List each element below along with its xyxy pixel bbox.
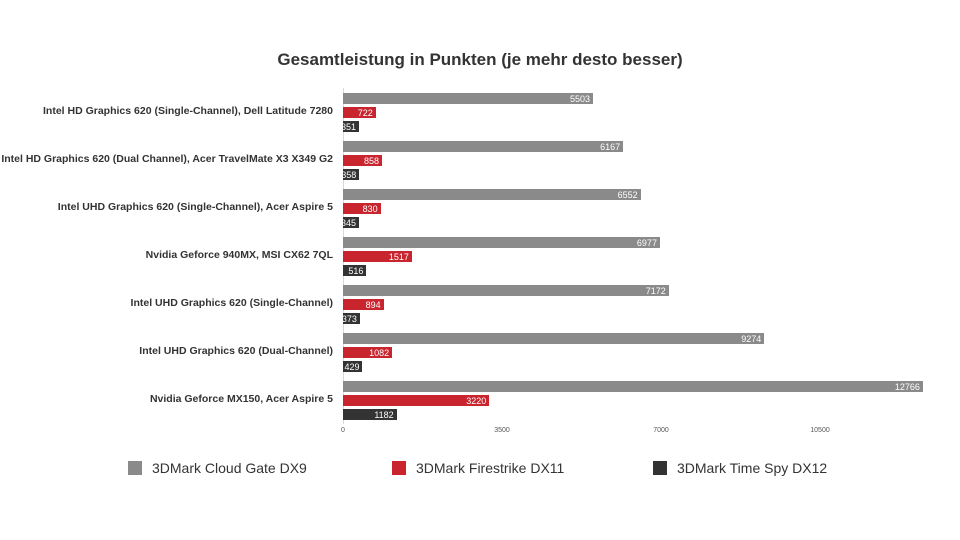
x-tick-label: 10500 [810, 427, 830, 434]
bar-time-spy: 351 [341, 121, 359, 132]
bar-firestrike: 858 [343, 155, 382, 166]
bar-firestrike: 894 [343, 299, 384, 310]
category-group: Intel HD Graphics 620 (Dual Channel), Ac… [0, 136, 960, 184]
bar-firestrike: 1517 [343, 251, 412, 262]
category-group: Intel UHD Graphics 620 (Single-Channel) 7… [0, 280, 960, 328]
category-group: Nvidia Geforce 940MX, MSI CX62 7QL 6977 15… [0, 232, 960, 280]
legend-label: 3DMark Cloud Gate DX9 [152, 460, 307, 476]
legend: 3DMark Cloud Gate DX9 3DMark Firestrike D… [0, 460, 960, 480]
bar-time-spy: 345 [341, 217, 359, 228]
legend-item: 3DMark Cloud Gate DX9 [128, 460, 307, 476]
category-group: Intel UHD Graphics 620 (Dual-Channel) 927… [0, 328, 960, 376]
bar-cloud-gate: 7172 [343, 285, 669, 296]
bar-firestrike: 722 [343, 107, 376, 118]
bar-cloud-gate: 6552 [343, 189, 641, 200]
legend-item: 3DMark Time Spy DX12 [653, 460, 827, 476]
category-group: Intel UHD Graphics 620 (Single-Channel),… [0, 184, 960, 232]
legend-swatch-icon [128, 461, 142, 475]
bar-time-spy: 358 [341, 169, 360, 180]
bar-time-spy: 429 [343, 361, 363, 372]
category-label: Nvidia Geforce 940MX, MSI CX62 7QL [145, 249, 333, 261]
bar-cloud-gate: 9274 [343, 333, 765, 344]
category-group: Nvidia Geforce MX150, Acer Aspire 5 12766… [0, 376, 960, 424]
chart-title: Gesamtleistung in Punkten (je mehr desto… [277, 50, 683, 69]
bar-cloud-gate: 5503 [343, 93, 593, 104]
category-label: Intel HD Graphics 620 (Dual Channel), Ac… [1, 153, 333, 165]
category-label: Intel UHD Graphics 620 (Single-Channel),… [57, 201, 333, 213]
legend-label: 3DMark Firestrike DX11 [416, 460, 565, 476]
bar-firestrike: 3220 [343, 395, 490, 406]
bar-time-spy: 516 [343, 265, 367, 276]
legend-item: 3DMark Firestrike DX11 [392, 460, 564, 476]
category-label: Nvidia Geforce MX150, Acer Aspire 5 [149, 393, 333, 405]
bar-firestrike: 830 [343, 203, 381, 214]
bar-time-spy: 1182 [343, 409, 397, 420]
category-label: Intel UHD Graphics 620 (Single-Channel) [130, 297, 333, 309]
legend-label: 3DMark Time Spy DX12 [677, 460, 828, 476]
category-label: Intel HD Graphics 620 (Single-Channel), … [43, 105, 333, 117]
bar-cloud-gate: 6977 [343, 237, 660, 248]
x-tick-label: 7000 [653, 427, 669, 434]
category-group: Intel HD Graphics 620 (Single-Channel), … [0, 88, 960, 136]
legend-swatch-icon [392, 461, 406, 475]
bar-cloud-gate: 6167 [343, 141, 624, 152]
bar-firestrike: 1082 [343, 347, 393, 358]
x-tick-label: 0 [341, 427, 345, 434]
category-label: Intel UHD Graphics 620 (Dual-Channel) [139, 345, 333, 357]
x-tick-label: 3500 [494, 427, 510, 434]
bar-time-spy: 373 [342, 313, 360, 324]
bar-cloud-gate: 12766 [343, 381, 923, 392]
legend-swatch-icon [653, 461, 667, 475]
